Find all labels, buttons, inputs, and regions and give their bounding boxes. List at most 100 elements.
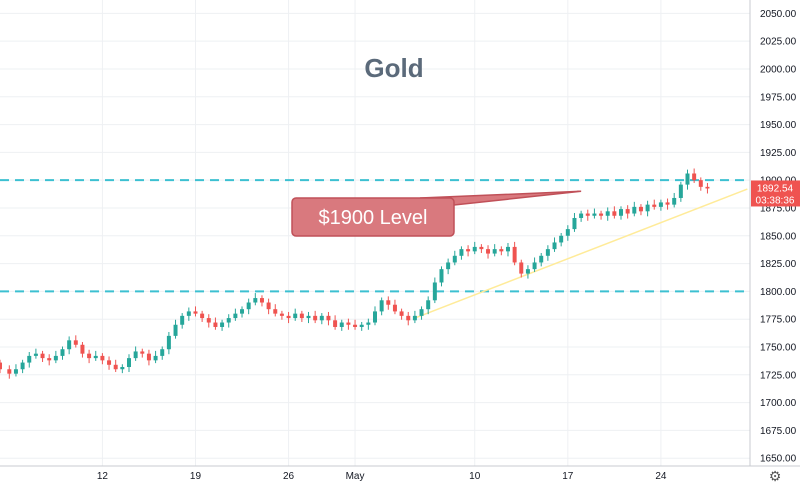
candle bbox=[472, 241, 477, 255]
candle-body bbox=[120, 367, 125, 370]
candle bbox=[27, 352, 32, 368]
candle-body bbox=[685, 173, 690, 185]
candle bbox=[439, 266, 444, 287]
candle bbox=[525, 265, 530, 279]
candle bbox=[206, 314, 211, 328]
candle bbox=[226, 314, 231, 328]
candle-body bbox=[107, 360, 112, 365]
candle-body bbox=[333, 320, 338, 327]
gear-icon[interactable]: ⚙ bbox=[769, 469, 782, 485]
candle-body bbox=[259, 298, 264, 303]
candle bbox=[698, 177, 703, 191]
candle-body bbox=[246, 302, 251, 310]
candle-body bbox=[386, 300, 391, 305]
candle-body bbox=[432, 282, 437, 301]
candle bbox=[80, 341, 85, 358]
candle bbox=[107, 356, 112, 370]
x-tick-label: 17 bbox=[562, 471, 574, 482]
candle bbox=[366, 318, 371, 330]
candle bbox=[459, 246, 464, 260]
y-tick-label: 1850.00 bbox=[760, 231, 797, 242]
candle-body bbox=[173, 324, 178, 336]
x-tick-label: 10 bbox=[469, 471, 481, 482]
candle-body bbox=[220, 322, 225, 327]
candle-body bbox=[625, 209, 630, 214]
candle bbox=[259, 295, 264, 307]
candle bbox=[200, 310, 205, 322]
candle bbox=[266, 298, 271, 315]
candle-body bbox=[592, 213, 597, 216]
candle-body bbox=[572, 217, 577, 230]
candle bbox=[253, 293, 258, 306]
y-tick-label: 1950.00 bbox=[760, 120, 797, 131]
candle-body bbox=[692, 173, 697, 181]
candle bbox=[353, 319, 358, 330]
candle-body bbox=[326, 315, 331, 321]
candle bbox=[273, 304, 278, 317]
candle bbox=[53, 350, 58, 364]
candle bbox=[585, 209, 590, 221]
candle bbox=[33, 348, 38, 359]
candle-body bbox=[505, 246, 510, 252]
candle bbox=[432, 277, 437, 304]
candle bbox=[67, 336, 72, 355]
candle bbox=[359, 321, 364, 331]
candle bbox=[645, 200, 650, 217]
candle-body bbox=[452, 255, 457, 263]
candle-body bbox=[240, 309, 245, 314]
candle bbox=[326, 311, 331, 326]
candle bbox=[233, 308, 238, 321]
candle-body bbox=[319, 315, 324, 321]
y-tick-label: 1975.00 bbox=[760, 92, 797, 103]
candle bbox=[93, 350, 98, 361]
y-tick-label: 1775.00 bbox=[760, 315, 797, 326]
candle-body bbox=[60, 349, 65, 356]
y-tick-label: 1700.00 bbox=[760, 398, 797, 409]
candle bbox=[20, 359, 25, 374]
candle-body bbox=[253, 298, 258, 303]
horizontal-levels[interactable] bbox=[0, 179, 750, 293]
candle-body bbox=[133, 351, 138, 359]
trendline-group[interactable] bbox=[414, 188, 748, 319]
candle-body bbox=[612, 211, 617, 216]
candle-body bbox=[140, 351, 145, 354]
candle-body bbox=[392, 304, 397, 312]
candle bbox=[592, 208, 597, 219]
candle bbox=[286, 311, 291, 324]
candle-body bbox=[80, 344, 85, 354]
candle-body bbox=[359, 324, 364, 327]
candle-body bbox=[705, 186, 710, 189]
candle-body bbox=[47, 358, 52, 361]
candle-body bbox=[126, 358, 131, 368]
candle bbox=[173, 319, 178, 339]
candle-body bbox=[200, 313, 205, 319]
candle bbox=[532, 257, 537, 272]
candle-body bbox=[339, 322, 344, 327]
y-tick-label: 1725.00 bbox=[760, 370, 797, 381]
y-tick-label: 2000.00 bbox=[760, 64, 797, 75]
candle bbox=[678, 181, 683, 202]
candle-body bbox=[279, 313, 284, 316]
candle-body bbox=[426, 300, 431, 310]
candle bbox=[505, 243, 510, 257]
candle bbox=[625, 205, 630, 219]
candle-body bbox=[27, 355, 32, 363]
candle-body bbox=[346, 322, 351, 325]
candle-body bbox=[67, 340, 72, 350]
candle-body bbox=[206, 318, 211, 323]
candle bbox=[665, 198, 670, 210]
trendline[interactable] bbox=[414, 188, 748, 319]
callout[interactable]: $1900 Level bbox=[291, 190, 582, 237]
candle-body bbox=[512, 246, 517, 263]
candle bbox=[658, 199, 663, 211]
candle bbox=[293, 308, 298, 321]
y-tick-label: 1925.00 bbox=[760, 148, 797, 159]
candle bbox=[466, 245, 471, 257]
candle-body bbox=[353, 324, 358, 327]
candle-body bbox=[678, 184, 683, 198]
candle-body bbox=[113, 364, 118, 370]
candle-body bbox=[439, 269, 444, 283]
candle-body bbox=[299, 313, 304, 319]
candle bbox=[100, 353, 105, 365]
